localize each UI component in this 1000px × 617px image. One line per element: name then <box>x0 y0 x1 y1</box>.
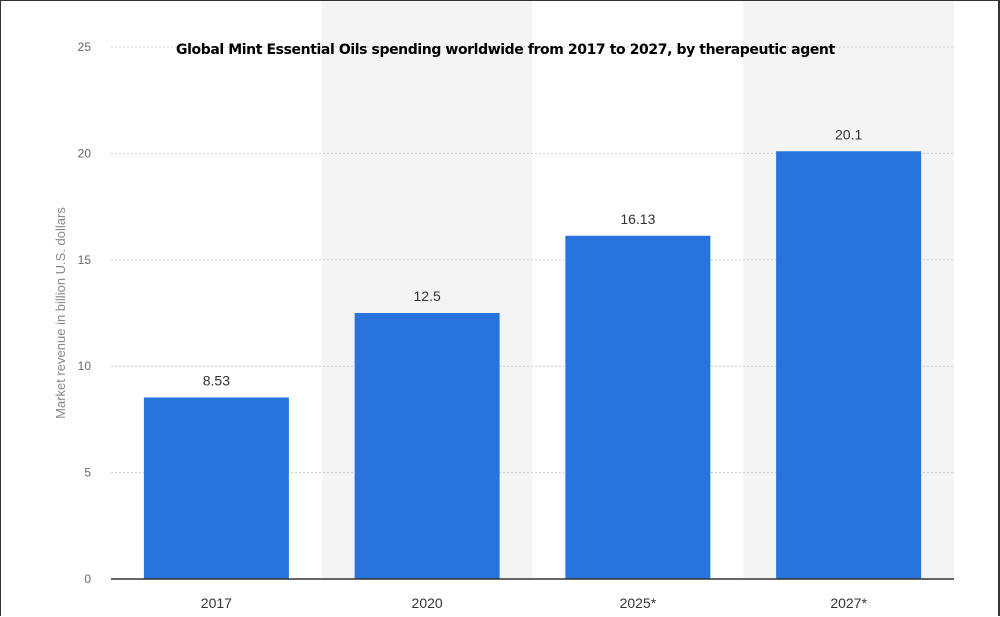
bars <box>143 151 922 579</box>
y-axis-ticks: 0 5 10 15 20 25 <box>78 40 92 586</box>
y-tick-label: 5 <box>84 466 91 480</box>
data-label: 16.13 <box>620 211 655 227</box>
data-label: 20.1 <box>835 126 862 142</box>
bar <box>776 151 922 579</box>
data-label: 8.53 <box>203 372 230 388</box>
bar <box>565 235 711 579</box>
x-tick-label: 2017 <box>201 595 232 611</box>
data-label: 12.5 <box>414 288 441 304</box>
y-tick-label: 0 <box>84 572 91 586</box>
y-tick-label: 20 <box>78 146 92 160</box>
data-labels: 8.53 12.5 16.13 20.1 <box>203 126 863 388</box>
bar <box>143 397 289 579</box>
x-tick-label: 2027* <box>830 595 867 611</box>
x-axis-ticks: 2017 2020 2025* 2027* <box>201 595 868 611</box>
chart-title: Global Mint Essential Oils spending worl… <box>176 42 835 58</box>
bar <box>354 313 500 579</box>
y-tick-label: 25 <box>78 40 92 54</box>
y-tick-label: 15 <box>78 253 92 267</box>
y-axis-title: Market revenue in billion U.S. dollars <box>53 207 68 419</box>
y-tick-label: 10 <box>78 359 92 373</box>
x-tick-label: 2025* <box>620 595 657 611</box>
x-tick-label: 2020 <box>412 595 443 611</box>
